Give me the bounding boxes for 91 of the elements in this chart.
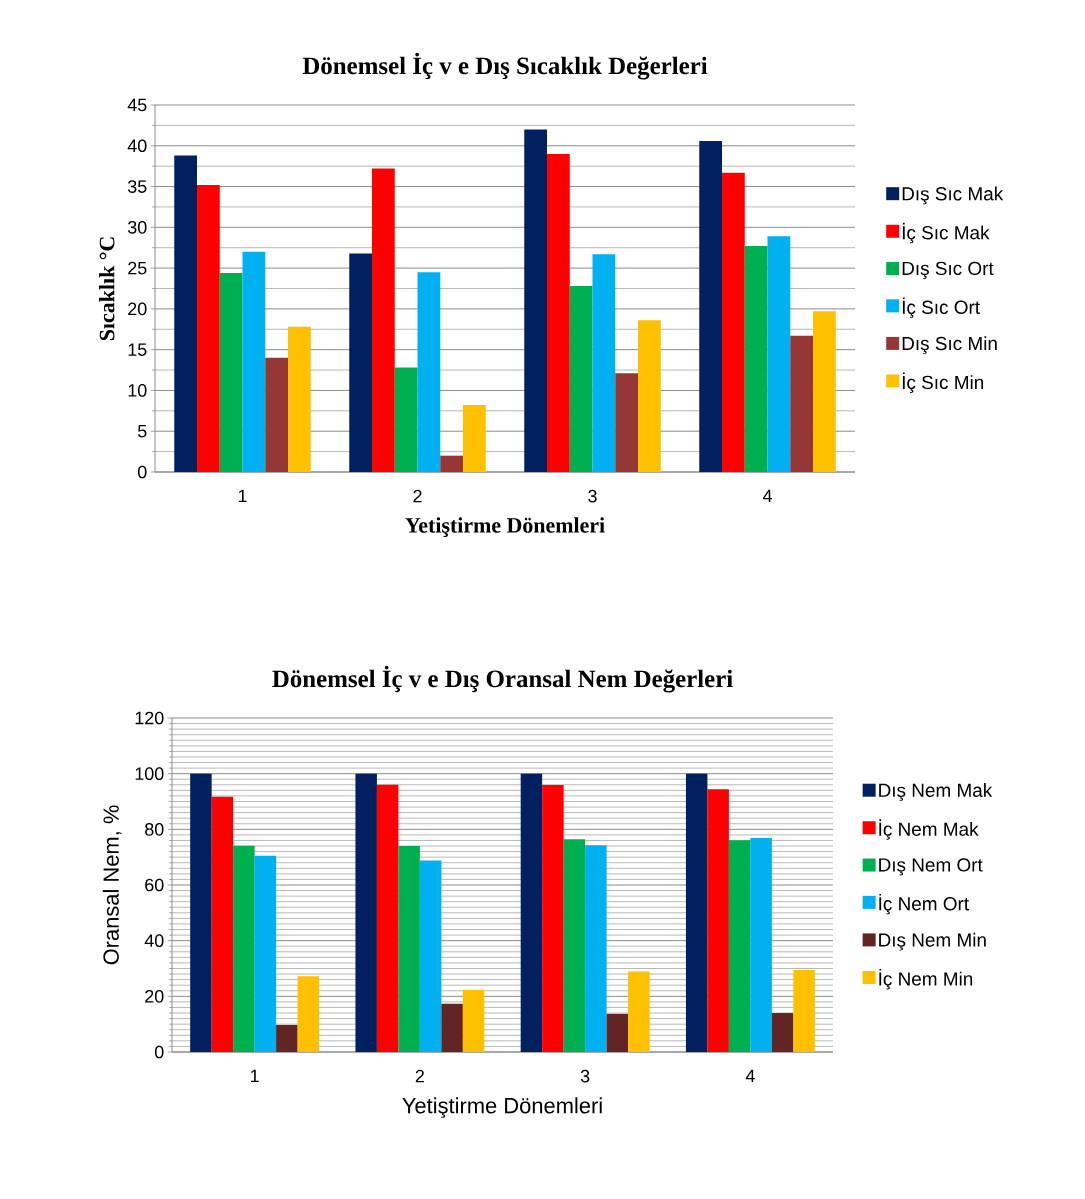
legend-label: İç Nem Min xyxy=(879,968,973,990)
bar xyxy=(398,846,420,1052)
bar xyxy=(211,796,234,1052)
y-axis-title: Sıcaklık °C xyxy=(99,237,115,341)
bar xyxy=(242,251,266,472)
x-tick-label: 1 xyxy=(251,1069,259,1083)
bar xyxy=(219,273,243,472)
bar xyxy=(638,320,661,472)
bar xyxy=(394,367,418,472)
legend-label: İç Nem Mak xyxy=(879,819,979,840)
legend-label: İç Sıc Mak xyxy=(902,222,990,244)
x-axis-title: Yetiştirme Dönemleri xyxy=(402,1097,602,1118)
bar xyxy=(569,286,593,472)
bar xyxy=(520,773,543,1052)
y-tick-label: 20 xyxy=(128,302,147,316)
legend-label: Dış Sıc Min xyxy=(902,336,997,355)
bar xyxy=(592,254,616,472)
x-tick-label: 2 xyxy=(413,489,422,503)
bar xyxy=(750,837,772,1052)
bar xyxy=(190,773,212,1052)
bar xyxy=(372,168,395,472)
bar xyxy=(417,272,441,472)
bar xyxy=(563,839,586,1052)
bar xyxy=(297,976,320,1052)
bar xyxy=(699,140,723,472)
bar xyxy=(440,455,463,472)
bar xyxy=(463,405,486,472)
bar xyxy=(355,773,377,1052)
legend-label: Dış Nem Min xyxy=(879,932,986,951)
chart-title: Dönemsel İç v e Dış Sıcaklık Değerleri xyxy=(302,52,708,80)
legend-label: İç Nem Ort xyxy=(879,893,969,915)
bar xyxy=(441,1003,463,1052)
y-tick-label: 5 xyxy=(137,424,147,438)
bar xyxy=(265,357,288,472)
y-tick-label: 25 xyxy=(128,261,147,275)
bar xyxy=(276,1025,298,1052)
x-tick-label: 4 xyxy=(745,1069,755,1083)
bar xyxy=(628,971,650,1052)
y-axis-title: Oransal Nem, % xyxy=(102,805,122,965)
bar xyxy=(524,129,548,472)
bar xyxy=(547,153,570,472)
y-tick-label: 0 xyxy=(137,465,147,479)
bar xyxy=(767,236,791,472)
y-tick-label: 45 xyxy=(127,98,147,112)
y-tick-label: 0 xyxy=(154,1045,164,1059)
chart-title: Dönemsel İç v e Dış Oransal Nem Değerleri xyxy=(272,665,733,693)
y-tick-label: 10 xyxy=(128,384,147,397)
bar xyxy=(585,845,607,1052)
y-tick-label: 60 xyxy=(145,878,164,892)
x-tick-label: 4 xyxy=(762,489,772,503)
y-tick-label: 35 xyxy=(127,180,147,193)
bar xyxy=(254,855,277,1052)
bar xyxy=(813,311,836,472)
x-tick-label: 3 xyxy=(588,489,597,503)
y-tick-label: 20 xyxy=(145,989,164,1003)
bar xyxy=(685,773,708,1052)
x-tick-label: 3 xyxy=(580,1069,590,1083)
legend-label: İç Sıc Ort xyxy=(902,297,980,318)
legend-label: Dış Sıc Ort xyxy=(902,261,994,279)
bar xyxy=(707,789,729,1052)
y-tick-label: 40 xyxy=(127,139,147,153)
bar xyxy=(462,989,485,1052)
y-tick-label: 100 xyxy=(135,767,164,781)
bar xyxy=(790,335,814,472)
bar xyxy=(744,246,768,472)
x-tick-label: 2 xyxy=(415,1069,424,1083)
legend-label: Dış Nem Ort xyxy=(879,858,983,876)
bar xyxy=(606,1013,629,1052)
y-tick-label: 40 xyxy=(144,934,164,948)
x-tick-label: 1 xyxy=(238,489,247,503)
bar xyxy=(419,860,442,1052)
bar xyxy=(174,155,197,472)
bar xyxy=(349,253,372,472)
y-tick-label: 120 xyxy=(135,711,164,725)
x-axis-title: Yetiştirme Dönemleri xyxy=(405,517,605,538)
bar xyxy=(615,373,639,472)
bar xyxy=(542,785,564,1052)
y-tick-label: 30 xyxy=(127,220,147,234)
legend-label: Dış Nem Mak xyxy=(879,783,993,801)
bar xyxy=(197,184,220,472)
bar xyxy=(722,172,745,472)
bar xyxy=(771,1013,794,1052)
legend-label: İç Sıc Min xyxy=(902,372,984,393)
bar xyxy=(288,326,311,472)
legend-label: Dış Sıc Mak xyxy=(902,186,1004,205)
bar xyxy=(376,784,399,1052)
bar xyxy=(233,845,255,1052)
y-tick-label: 80 xyxy=(145,822,164,836)
bar xyxy=(728,840,751,1052)
y-tick-label: 15 xyxy=(128,343,147,356)
bar xyxy=(793,969,815,1052)
